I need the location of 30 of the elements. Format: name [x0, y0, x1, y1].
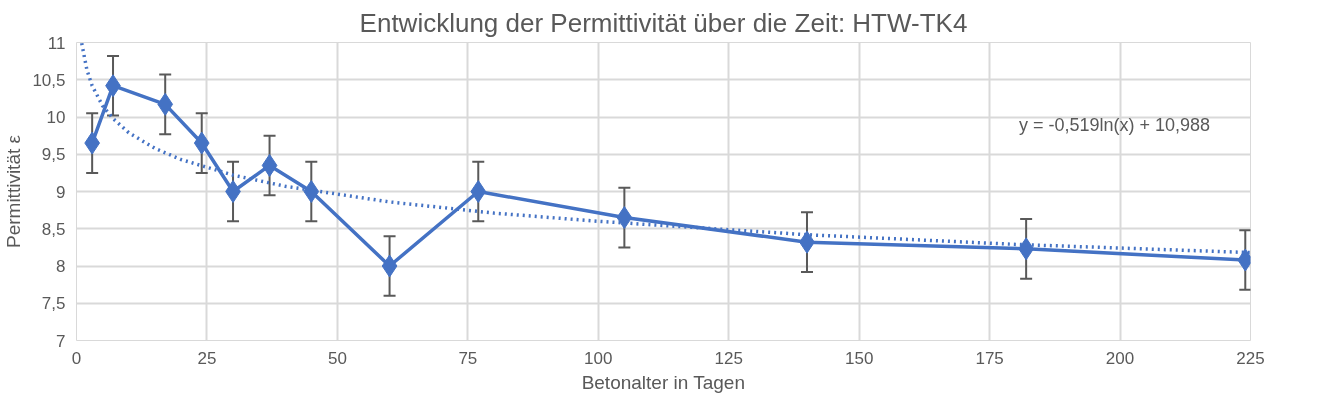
y-tick-label: 7: [56, 331, 66, 351]
x-tick-label: 25: [197, 348, 217, 368]
x-tick-label: 100: [584, 348, 613, 368]
point: [381, 254, 398, 278]
y-tick-label: 9,5: [41, 145, 66, 165]
x-tick-label: 75: [458, 348, 478, 368]
point: [470, 180, 487, 203]
y-tick-label: 8: [56, 257, 66, 276]
point: [261, 153, 278, 177]
y-tick-label: 11: [47, 33, 66, 53]
y-tick-label: 8,5: [41, 219, 66, 239]
point: [616, 206, 633, 230]
y-axis-title: Permittivität ε: [3, 134, 25, 248]
chart-title: Entwicklung der Permittivität über die Zeit: HTW-TK4: [359, 7, 968, 38]
x-tick-label: 175: [975, 348, 1004, 368]
point: [193, 131, 210, 155]
x-tick-label: 225: [1236, 348, 1265, 368]
point: [157, 92, 174, 116]
x-tick-label: 125: [714, 348, 743, 368]
y-tick-label: 10: [46, 108, 66, 127]
x-tick-label: 50: [327, 348, 347, 368]
x-tick-label: 150: [844, 348, 874, 368]
point: [303, 180, 320, 203]
y-tick-label: 7,5: [41, 294, 66, 314]
x-tick-label: 200: [1105, 348, 1135, 368]
annotation: y = -0,519ln(x) + 10,988: [1018, 114, 1211, 135]
x-axis-title: Betonalter in Tagen: [581, 371, 746, 393]
y-tick-label: 9: [56, 182, 66, 202]
y-tick-label: 10,5: [32, 70, 66, 90]
x-tick-label: 0: [71, 348, 82, 368]
